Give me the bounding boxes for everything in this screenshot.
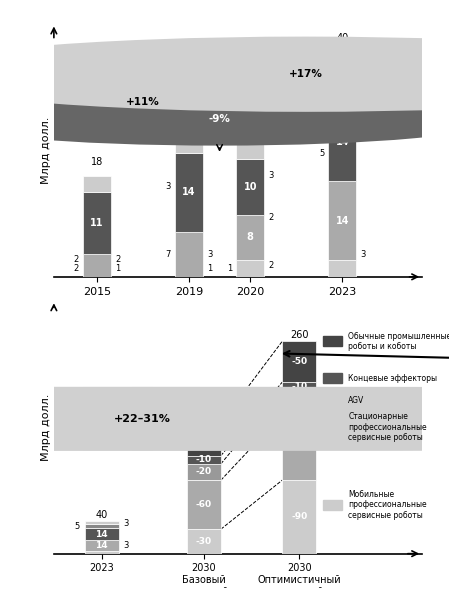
Bar xyxy=(187,529,221,554)
Y-axis label: Млрд долл.: Млрд долл. xyxy=(41,393,51,461)
Bar xyxy=(175,125,202,153)
Text: 160: 160 xyxy=(195,412,213,422)
Bar xyxy=(237,136,264,158)
Bar xyxy=(83,193,110,254)
Bar xyxy=(237,260,264,277)
Text: +11%: +11% xyxy=(126,97,160,107)
Text: 3: 3 xyxy=(361,131,366,141)
Bar xyxy=(84,524,119,528)
Bar xyxy=(282,415,317,480)
Bar xyxy=(323,336,342,346)
Text: +22–31%: +22–31% xyxy=(114,414,171,424)
Text: 2: 2 xyxy=(115,256,120,264)
Text: 5: 5 xyxy=(319,148,324,157)
Bar xyxy=(187,464,221,480)
Bar xyxy=(187,480,221,529)
Text: -9%: -9% xyxy=(209,114,230,124)
Text: -10: -10 xyxy=(291,382,308,391)
Bar xyxy=(323,422,342,432)
Circle shape xyxy=(0,94,449,144)
Text: 3: 3 xyxy=(207,250,212,259)
Bar xyxy=(84,540,119,551)
Text: -30: -30 xyxy=(196,537,212,546)
Bar xyxy=(329,181,356,260)
Bar xyxy=(237,215,264,260)
Bar xyxy=(282,391,317,415)
Bar xyxy=(83,176,110,193)
Text: 3: 3 xyxy=(165,182,171,191)
Text: -20: -20 xyxy=(196,468,212,477)
Text: 14: 14 xyxy=(335,216,349,226)
Text: 10: 10 xyxy=(243,182,257,192)
Text: 260: 260 xyxy=(290,330,308,340)
Text: 25: 25 xyxy=(244,118,256,128)
Text: 2: 2 xyxy=(74,264,79,273)
Circle shape xyxy=(0,388,449,450)
Bar xyxy=(282,382,317,391)
Text: 3: 3 xyxy=(361,250,366,259)
Bar xyxy=(329,74,356,102)
Text: Мобильные
профессиональные
сервисные роботы: Мобильные профессиональные сервисные роб… xyxy=(348,489,427,519)
Text: 1: 1 xyxy=(207,264,212,273)
Text: 1: 1 xyxy=(115,264,120,273)
Text: 3: 3 xyxy=(123,519,129,528)
Y-axis label: Млрд долл.: Млрд долл. xyxy=(41,117,51,184)
Text: 14: 14 xyxy=(182,187,196,197)
Text: -80: -80 xyxy=(291,443,308,452)
Text: 27: 27 xyxy=(183,107,195,117)
Bar xyxy=(329,260,356,277)
Text: 18: 18 xyxy=(91,157,103,167)
Bar xyxy=(323,373,342,383)
Text: 2: 2 xyxy=(269,261,273,270)
Bar xyxy=(175,232,202,277)
Text: 40: 40 xyxy=(96,509,108,519)
Bar xyxy=(187,456,221,464)
Bar xyxy=(329,102,356,181)
Bar xyxy=(83,254,110,277)
Text: 7: 7 xyxy=(165,250,171,259)
Text: 3: 3 xyxy=(123,541,129,550)
Bar xyxy=(175,153,202,232)
Bar xyxy=(323,499,342,509)
Text: -40: -40 xyxy=(196,435,212,444)
Text: 14: 14 xyxy=(95,541,108,550)
Text: -50: -50 xyxy=(291,357,308,366)
Text: 2: 2 xyxy=(269,213,273,222)
Bar xyxy=(237,158,264,215)
Bar xyxy=(282,480,317,554)
Text: +17%: +17% xyxy=(289,70,322,79)
Bar xyxy=(84,551,119,554)
Text: 3: 3 xyxy=(269,171,274,180)
Text: 5: 5 xyxy=(75,522,80,531)
Text: 14: 14 xyxy=(335,137,349,147)
Text: -10: -10 xyxy=(196,455,212,464)
Text: Стационарные
профессиональные
сервисные роботы: Стационарные профессиональные сервисные … xyxy=(348,412,427,442)
Text: 14: 14 xyxy=(95,530,108,538)
Circle shape xyxy=(0,71,449,133)
Bar xyxy=(329,52,356,74)
Bar xyxy=(84,528,119,540)
Bar xyxy=(84,521,119,524)
Text: -30: -30 xyxy=(291,398,308,407)
Bar xyxy=(323,395,342,405)
Text: 2: 2 xyxy=(74,256,79,264)
Text: Концевые эффекторы: Концевые эффекторы xyxy=(348,373,437,382)
Bar xyxy=(282,341,317,382)
Circle shape xyxy=(0,38,449,111)
Text: -90: -90 xyxy=(291,512,308,521)
Bar xyxy=(187,423,221,456)
Text: 1: 1 xyxy=(227,264,232,273)
Text: 8: 8 xyxy=(247,233,254,243)
Text: -60: -60 xyxy=(196,500,212,509)
Text: 40: 40 xyxy=(336,33,348,43)
Text: 11: 11 xyxy=(90,219,104,229)
Text: AGV: AGV xyxy=(348,396,365,405)
Text: а): а) xyxy=(212,317,227,330)
Text: Обычные промышленные
роботы и коботы: Обычные промышленные роботы и коботы xyxy=(348,332,449,351)
